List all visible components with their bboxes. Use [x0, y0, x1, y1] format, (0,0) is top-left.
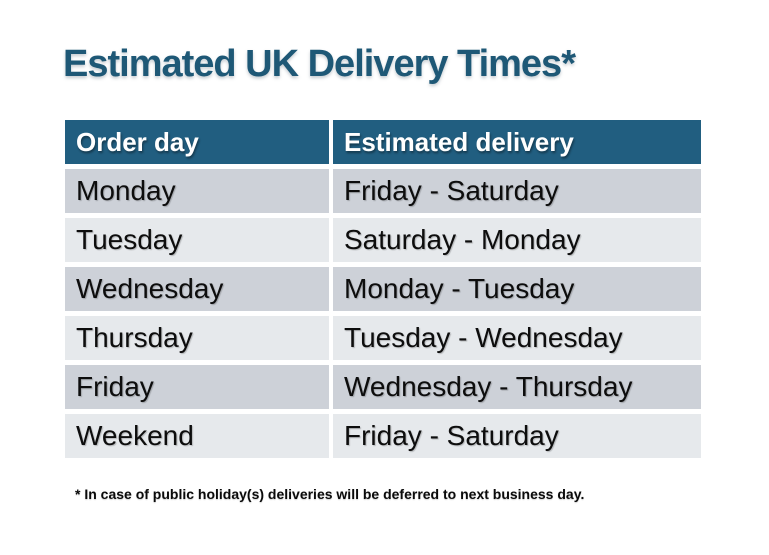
cell-order-day-weekend: Weekend	[65, 414, 329, 458]
footnote: * In case of public holiday(s) deliverie…	[75, 486, 585, 502]
cell-order-day-thursday: Thursday	[65, 316, 329, 360]
cell-delivery-wednesday: Monday - Tuesday	[333, 267, 701, 311]
cell-order-day-monday: Monday	[65, 169, 329, 213]
cell-order-day-friday: Friday	[65, 365, 329, 409]
cell-delivery-friday: Wednesday - Thursday	[333, 365, 701, 409]
cell-delivery-weekend: Friday - Saturday	[333, 414, 701, 458]
delivery-times-table: Order day Estimated delivery Monday Frid…	[65, 120, 701, 458]
cell-delivery-thursday: Tuesday - Wednesday	[333, 316, 701, 360]
cell-delivery-monday: Friday - Saturday	[333, 169, 701, 213]
column-header-order-day: Order day	[65, 120, 329, 164]
cell-order-day-wednesday: Wednesday	[65, 267, 329, 311]
cell-order-day-tuesday: Tuesday	[65, 218, 329, 262]
page-title: Estimated UK Delivery Times*	[63, 43, 576, 85]
cell-delivery-tuesday: Saturday - Monday	[333, 218, 701, 262]
column-header-estimated-delivery: Estimated delivery	[333, 120, 701, 164]
